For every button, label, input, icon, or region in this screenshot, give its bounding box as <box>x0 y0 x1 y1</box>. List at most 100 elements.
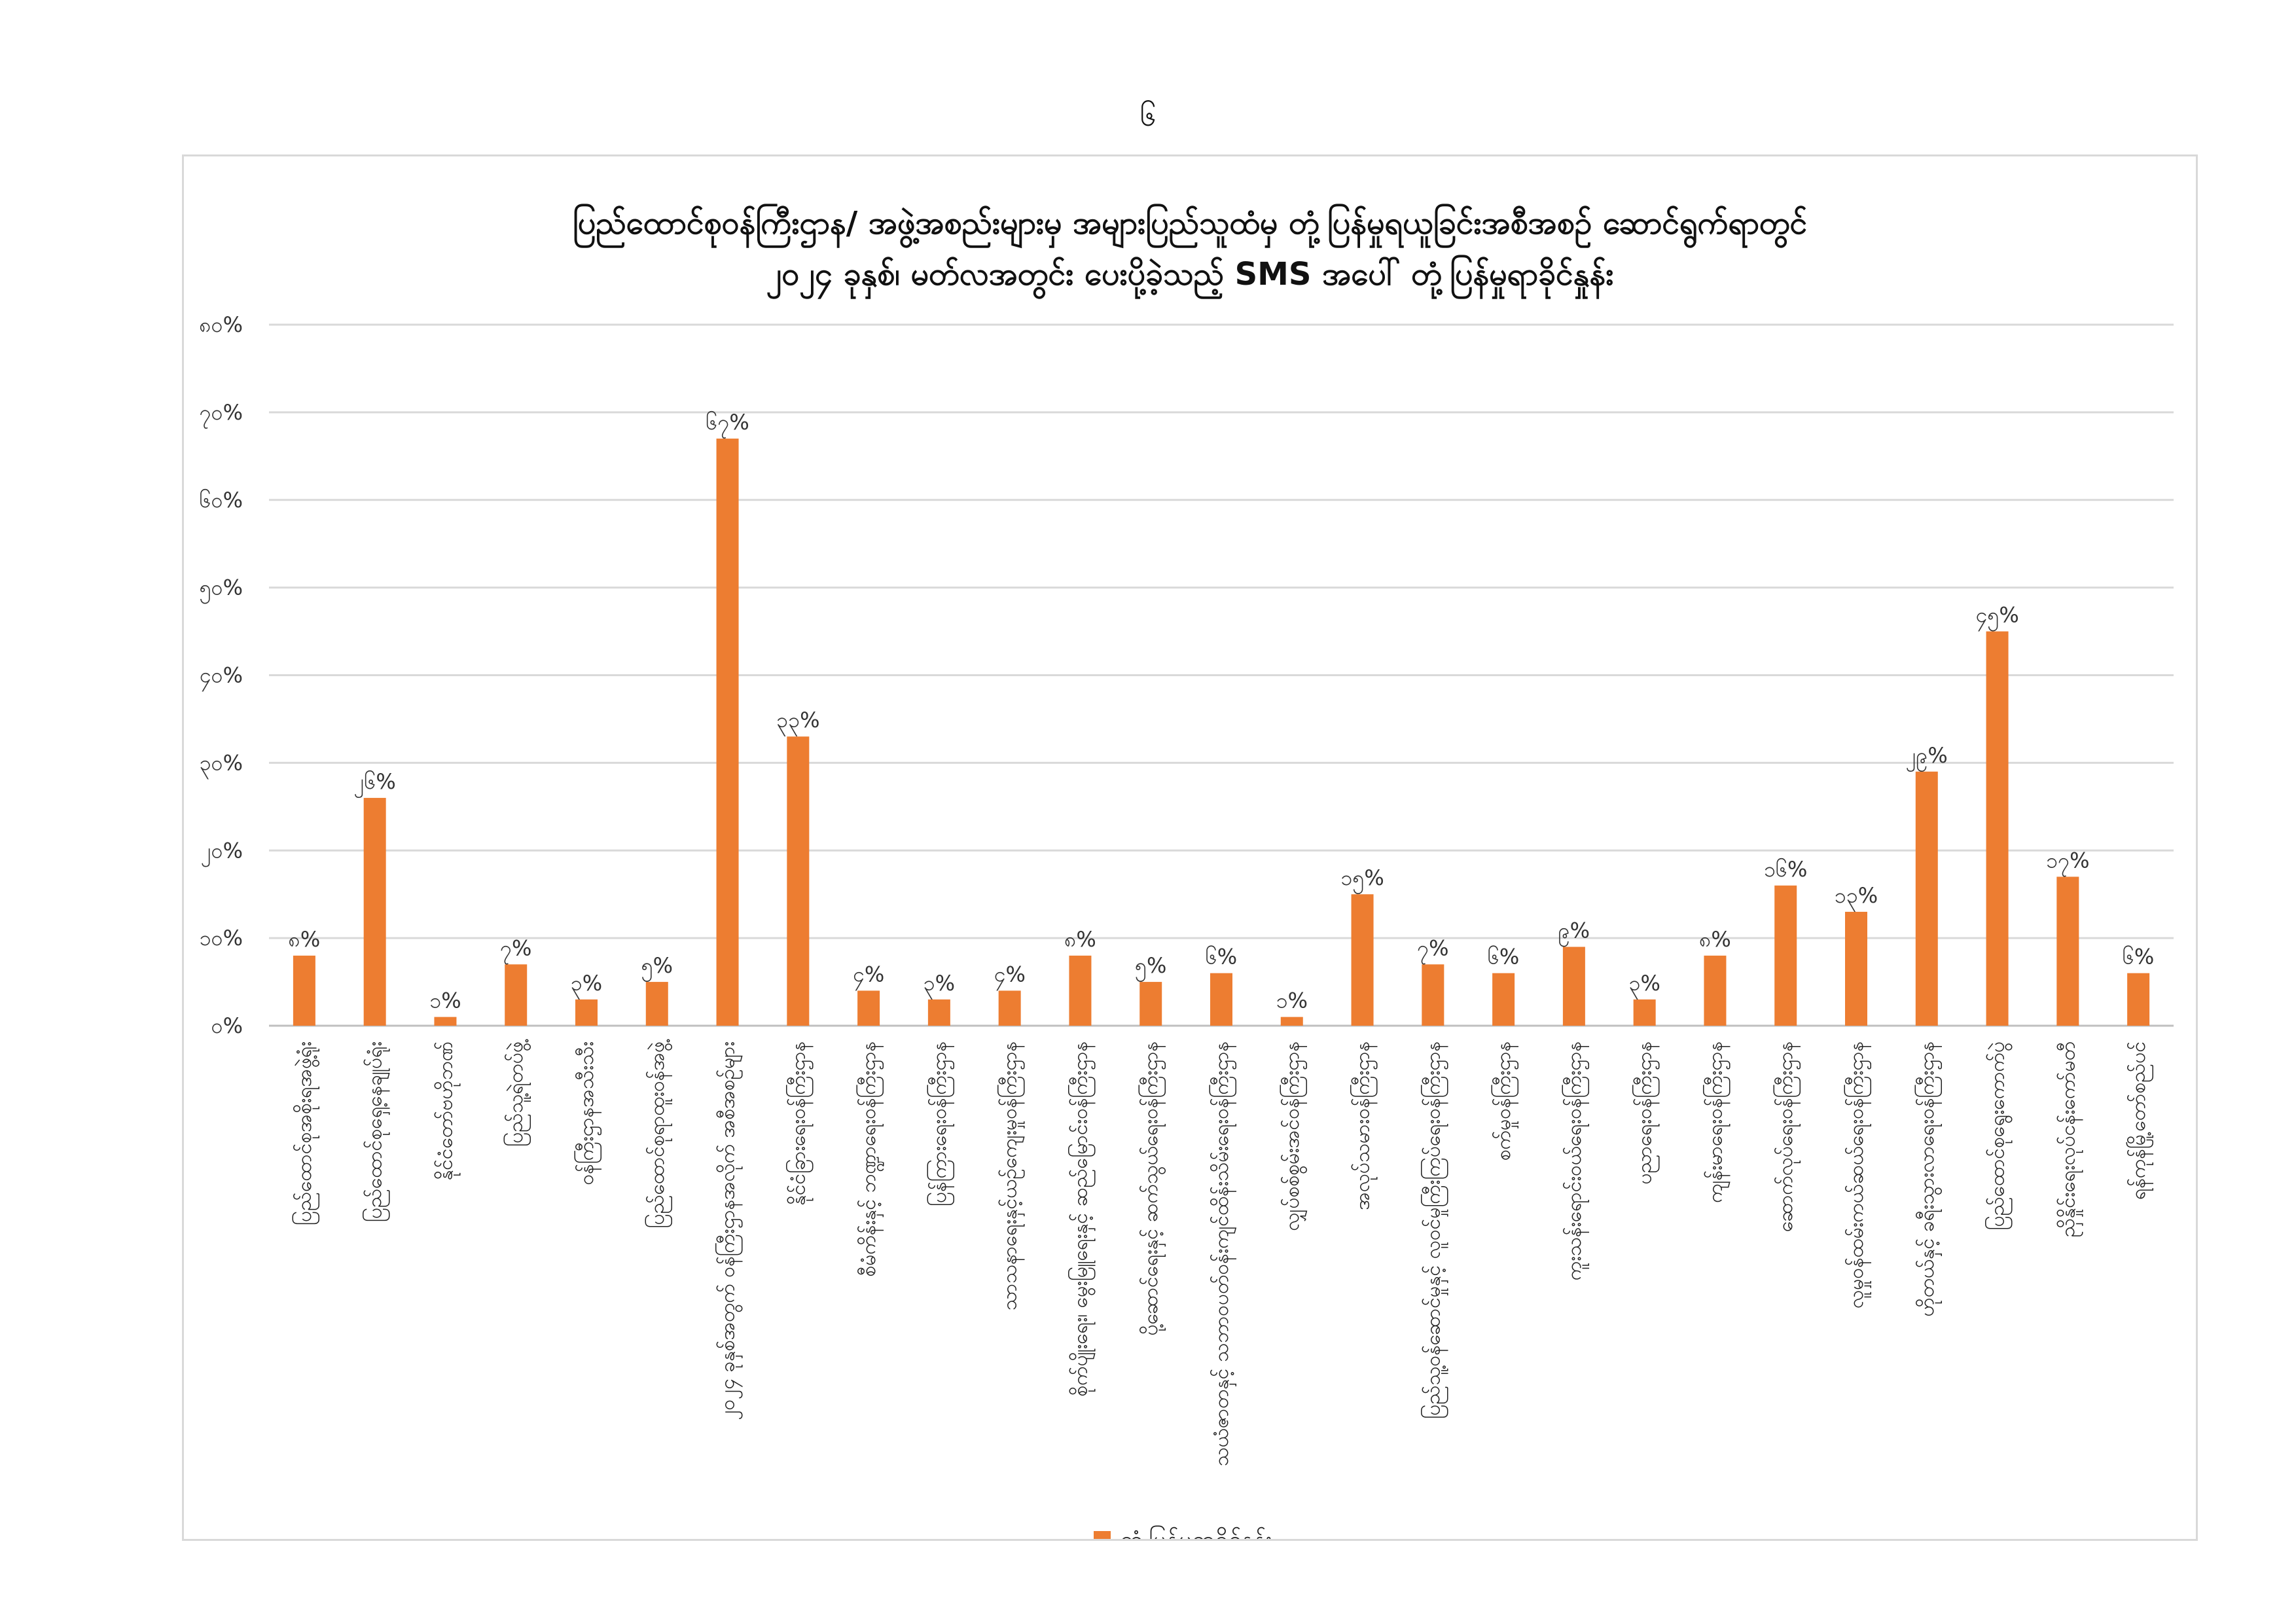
data-label: ၄% <box>853 962 884 990</box>
category-label: ပြည်ထောင်စုရွေးကောက်ပွဲ <box>1985 1041 2013 1230</box>
category-label: ကူးသန်းရောင်းဝယ်ရေးဝန်ကြီးဌာန <box>1562 1041 1590 1280</box>
bar <box>1774 885 1797 1026</box>
bar <box>1986 631 2009 1026</box>
data-label: ၈% <box>1064 927 1096 952</box>
data-label: ၁% <box>1276 988 1308 1013</box>
bar <box>1280 1017 1303 1026</box>
page-number: ၆ <box>1139 99 1157 133</box>
category-label: နိုင်ငံတော်ဗဟိုဘဏ် <box>434 1041 461 1180</box>
gridlines <box>269 323 2174 1027</box>
data-label: ၁၃% <box>1835 883 1878 912</box>
data-label: ၃% <box>1628 971 1660 1000</box>
category-label: သာသနာရေးနှင့်ယဉ်ကျေးမှုဝန်ကြီးဌာန <box>997 1041 1026 1310</box>
data-label: ၇% <box>500 935 531 964</box>
bar <box>1562 947 1585 1026</box>
chart-subtitle: ၂၀၂၄ ခုနှစ်၊ မတ်လအတွင်း ပေးပို့ခဲ့သည့် S… <box>766 254 1614 300</box>
category-label: စီမံကိန်းနှင့် ဘဏ္ဍာရေးဝန်ကြီးဌာန <box>856 1041 884 1277</box>
category-label: ပို့ဆောင်ရေးနှင့် ဆက်သွယ်ရေးဝန်ကြီးဌာန <box>1138 1041 1166 1336</box>
bar <box>998 990 1021 1026</box>
category-label: ပညာရေးဝန်ကြီးဌာန <box>1632 1041 1660 1184</box>
data-label: ၂၉% <box>1906 743 1948 772</box>
y-tick-label: ၂၀% <box>201 838 243 867</box>
bar <box>716 439 739 1026</box>
data-label: ၈% <box>289 927 321 952</box>
bar <box>1069 955 1092 1026</box>
data-label: ၅% <box>1135 953 1166 982</box>
data-label: ၁% <box>429 988 461 1013</box>
bar <box>857 990 880 1026</box>
category-label: ၂၀၂၄ ခုနှစ်အတွက် ဝန်ကြီးဌာနအလိုက် အစီအစဉ… <box>715 1041 744 1420</box>
y-tick-label: ၄၀% <box>200 663 243 692</box>
data-label: ၆% <box>1488 945 1519 969</box>
category-label: ဟိုတယ်နှင့် ခရီးသွားလာရေးဝန်ကြီးဌာန <box>1914 1041 1943 1317</box>
chart-title: ပြည်ထောင်စုဝန်ကြီးဌာန/ အဖွဲ့အစည်းများမှ … <box>573 203 1807 249</box>
data-label: ၁၇% <box>2046 848 2089 876</box>
bar <box>787 736 810 1026</box>
bar <box>575 999 598 1026</box>
category-label: အလုပ်သမားဝန်ကြီးဌာန <box>1350 1041 1378 1210</box>
y-tick-label: ၅၀% <box>200 575 243 604</box>
category-label: ဝန်ကြီးဌာနအသီးသီး <box>574 1041 602 1185</box>
category-label: ဆောက်လုပ်ရေးဝန်ကြီးဌာန <box>1773 1041 1801 1232</box>
category-label: ပြည်ထောင်စုရာထူးဝန်အဖွဲ့ <box>645 1039 673 1229</box>
category-label: စိုက်ပျိုးရေး၊ မွေးမြူရေးနှင့် ဆည်မြောင်… <box>1067 1041 1096 1397</box>
bar <box>2056 876 2079 1026</box>
data-label: ၁၅% <box>1340 865 1384 894</box>
y-tick-label: ၆၀% <box>200 488 243 513</box>
data-label: ၈% <box>1699 927 1731 952</box>
data-label: ၁၆% <box>1764 857 1807 882</box>
bar <box>293 955 315 1026</box>
bars <box>293 439 2150 1026</box>
category-label: ပြည်သူ့ရဲတပ်ဖွဲ့ <box>503 1039 531 1147</box>
y-tick-label: ၈၀% <box>199 312 243 337</box>
legend-swatch <box>1094 1531 1111 1539</box>
category-label: စက်မှုဝန်ကြီးဌာန <box>1491 1041 1519 1161</box>
category-label: ပြန်ကြားရေးဝန်ကြီးဌာန <box>927 1041 955 1206</box>
data-label: ၆% <box>2123 945 2154 969</box>
data-label: ၃၃% <box>776 708 819 736</box>
bar <box>1492 973 1515 1026</box>
category-label: နိုင်ငံခြားရေးဝန်ကြီးဌာန <box>785 1041 814 1206</box>
bar <box>2127 973 2150 1026</box>
chart-frame: ပြည်ထောင်စုဝန်ကြီးဌာန/ အဖွဲ့အစည်းများမှ … <box>182 154 2198 1541</box>
legend-label: တုံ့ပြန်မှုရာခိုင်နှုန်း <box>1120 1526 1272 1539</box>
bar <box>1915 771 1938 1026</box>
data-label: ၄% <box>994 962 1025 990</box>
bar <box>1633 999 1656 1026</box>
bar <box>1845 911 1867 1026</box>
data-label: ၂၆% <box>354 769 396 798</box>
y-axis-ticks: ၀% ၁၀% ၂၀% ၃၀% ၄၀% ၅၀% ၆၀% ၇၀% ၈၀% <box>199 312 243 1038</box>
category-label: လျှပ်စစ်စွမ်းအင်ဝန်ကြီးဌာန <box>1280 1041 1308 1231</box>
data-label: ၃% <box>924 971 955 1000</box>
bar <box>1704 955 1727 1026</box>
category-label: သယံဇာတနှင့် သဘာဝပတ်ဝန်းကျင်ထိန်းသိမ်းရေး… <box>1209 1041 1237 1466</box>
bar <box>645 982 668 1026</box>
data-label: ၇% <box>1417 935 1448 964</box>
bar <box>1139 982 1162 1026</box>
bar <box>927 999 950 1026</box>
y-tick-label: ၃၀% <box>200 750 243 779</box>
data-label: ၆၇% <box>706 410 749 439</box>
bar-chart: ပြည်ထောင်စုဝန်ကြီးဌာန/ အဖွဲ့အစည်းများမှ … <box>199 203 2174 1539</box>
y-tick-label: ၁၀% <box>200 926 243 950</box>
bar <box>434 1017 457 1026</box>
bar <box>1210 973 1232 1026</box>
data-label: ၅% <box>641 953 673 982</box>
category-label: ပြည်သူ့ဝန်ဆောင်မှုနှင့် လူဝင်မှုကြီးကြပ်… <box>1420 1041 1448 1419</box>
bar <box>1422 964 1444 1026</box>
data-label: ၄၅% <box>1975 603 2018 632</box>
category-label: ပြည်ထောင်စုရှေ့နေချုပ်ရုံး <box>363 1041 391 1222</box>
category-label: ရန်ကုန်မြို့တော်စည်ပင် <box>2126 1041 2154 1200</box>
category-label: လူမှုဝန်ထမ်းကယ်ဆယ်ရေးဝန်ကြီးဌာန <box>1844 1041 1872 1308</box>
data-label: ၆% <box>1206 945 1237 969</box>
data-label: ၃% <box>571 971 602 1000</box>
bar <box>1351 894 1374 1026</box>
category-label: ပြည်ထောင်စုအစိုးရအဖွဲ့ရုံး <box>292 1041 320 1225</box>
category-label: ညှိနှိုင်းရေးလုပ်ငန်းကော်မတီ <box>2056 1041 2083 1237</box>
legend: တုံ့ပြန်မှုရာခိုင်နှုန်း <box>1094 1526 1272 1539</box>
category-label: ကျန်းမာရေးဝန်ကြီးဌာန <box>1702 1041 1731 1203</box>
y-tick-label: ၇၀% <box>200 400 243 429</box>
data-label: ၉% <box>1558 918 1590 947</box>
bar <box>505 964 528 1026</box>
bar <box>363 797 386 1026</box>
